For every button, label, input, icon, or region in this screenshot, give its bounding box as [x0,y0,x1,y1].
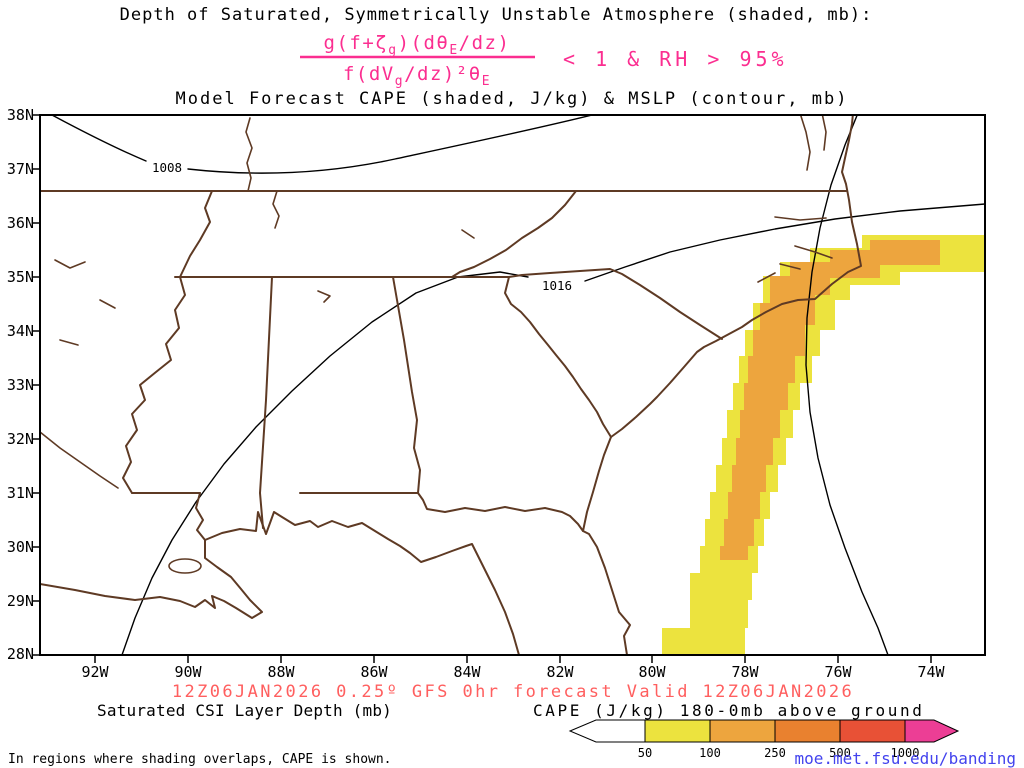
formula-den-part2: /dz)²θ [404,63,482,85]
lat-label: 33N [7,376,34,394]
lon-label: 92W [81,663,109,681]
title-line-1: Depth of Saturated, Symmetrically Unstab… [120,5,873,25]
cape-shading-yellow [662,235,985,655]
colorbar-label: 500 [829,746,851,760]
colorbar-labels: 50 100 250 500 1000 [638,746,920,760]
title-line-2: Model Forecast CAPE (shaded, J/kg) & MSL… [176,89,849,109]
formula-num-part3: /dz) [459,32,511,54]
site-link[interactable]: moe.met.fsu.edu/banding [794,749,1016,768]
lon-label: 88W [267,663,295,681]
formula-num-sub2: E [449,43,458,58]
river-squiggle-2 [317,290,331,303]
gulf-coast-ms-al-fl [204,511,520,655]
colorbar-label: 1000 [891,746,920,760]
colorbar-arrow-low [568,719,646,743]
lat-label: 38N [7,106,34,124]
state-border-al-ms [259,276,273,529]
csi-caption: Saturated CSI Layer Depth (mb) [97,701,392,720]
mslp-contour-1008-east [187,115,595,174]
valid-time-label: 12Z06JAN2026 0.25º GFS 0hr forecast Vali… [172,682,854,702]
state-border-tn-nc [451,190,577,278]
colorbar-label: 50 [638,746,652,760]
lat-label: 32N [7,430,34,448]
lat-label: 34N [7,322,34,340]
cape-caption: CAPE (J/kg) 180-0mb above ground [533,701,924,720]
lon-label: 76W [824,663,852,681]
formula-num-part1: g(f+ζ [324,32,389,54]
gulf-coast-louisiana [40,539,263,619]
mslp-contour-1016-south [121,271,529,655]
albemarle-sound [774,216,827,221]
lon-label: 84W [453,663,481,681]
state-border-ga-fl [417,492,584,532]
formula-num-sub1: g [388,43,397,58]
formula-denominator: f(dVg/dz)²θE [343,63,491,89]
rivers-lakes [40,115,833,574]
lon-label: 74W [917,663,945,681]
contour-label-1008: 1008 [152,160,182,175]
colorbar-box-2 [709,719,776,743]
lat-label: 37N [7,160,34,178]
mslp-contour-1008-west [51,115,147,162]
lon-label: 78W [731,663,759,681]
formula-num-part2: )(dθ [398,32,450,54]
map-canvas: 1008 1016 [40,115,985,655]
lake-pontchartrain [168,558,202,574]
overlap-note: In regions where shading overlaps, CAPE … [8,752,392,767]
lon-axis: 92W 90W 88W 86W 84W 82W 80W 78W 76W 74W [81,663,945,681]
river-squiggle-4 [54,259,86,269]
chesapeake-bay-west [799,115,811,171]
pamlico-sound-1 [794,245,833,259]
lat-label: 31N [7,484,34,502]
colorbar-box-4 [839,719,906,743]
cape-colorbar [568,719,960,743]
lon-label: 90W [174,663,202,681]
colorbar-arrow-high [904,719,960,743]
axis-ticks [33,114,932,663]
red-river [40,431,119,489]
river-squiggle-5 [99,299,116,309]
state-borders-coastlines [40,115,862,655]
colorbar-label: 100 [699,746,721,760]
pearl-river-border [195,492,206,541]
lon-label: 86W [360,663,388,681]
lat-label: 36N [7,214,34,232]
contour-label-1016: 1016 [542,278,572,293]
formula-den-part1: f(dV [343,63,395,85]
atlantic-coast [582,115,862,655]
river-squiggle-1 [272,190,280,229]
lon-label: 80W [638,663,666,681]
tennessee-river [245,117,253,192]
state-border-ga-sc [504,276,612,438]
formula-condition: < 1 & RH > 95% [563,47,788,71]
mslp-contours [51,115,985,655]
mslp-contour-1016-east [584,203,985,282]
cape-shading-orange [720,240,940,560]
map-frame [39,114,986,656]
formula-den-sub2: E [482,74,491,89]
lat-label: 35N [7,268,34,286]
pamlico-sound-2 [779,263,801,270]
river-squiggle-6 [59,339,79,346]
state-border-nc-sc [508,268,723,340]
formula-den-sub1: g [395,74,404,89]
lat-axis: 38N 37N 36N 35N 34N 33N 32N 31N 30N 29N … [7,106,34,663]
lat-label: 29N [7,592,34,610]
mslp-contour-east [805,115,889,655]
colorbar-box-3 [774,719,841,743]
lat-label: 30N [7,538,34,556]
colorbar-box-1 [644,719,711,743]
colorbar-label: 250 [764,746,786,760]
state-border-al-ga [392,276,421,494]
mississippi-river-border [122,190,213,494]
formula-numerator: g(f+ζg)(dθE/dz) [324,32,511,58]
chesapeake-bay-east [821,115,827,151]
river-squiggle-3 [461,229,475,239]
neuse-river [757,272,776,283]
lon-label: 82W [546,663,574,681]
lat-label: 28N [7,645,34,663]
